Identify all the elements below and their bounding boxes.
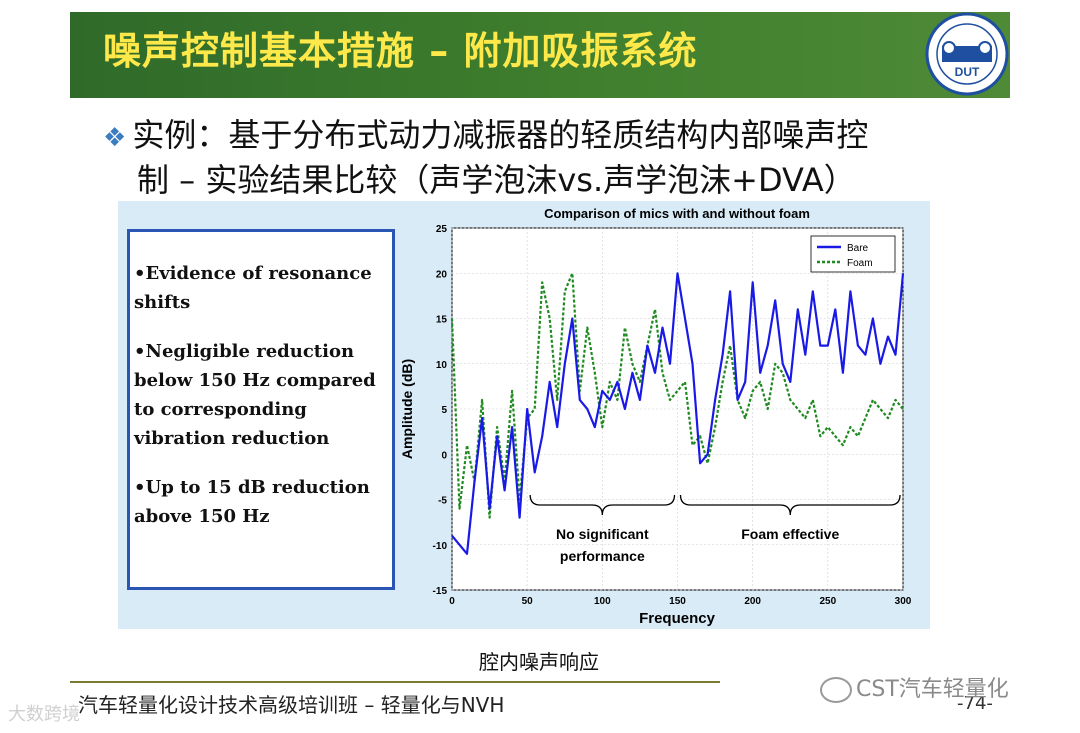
logo-text: DUT — [955, 65, 980, 79]
x-tick-label: 100 — [594, 596, 611, 607]
figure-caption: 腔内噪声响应 — [479, 650, 599, 674]
y-tick-label: -10 — [433, 541, 448, 552]
summary-box: •Evidence of resonance shifts •Negligibl… — [127, 229, 395, 590]
summary-item-3: •Up to 15 dB reduction above 150 Hz — [134, 477, 370, 527]
footer-divider — [70, 681, 720, 683]
x-tick-label: 50 — [522, 596, 534, 607]
legend: Bare Foam — [810, 235, 896, 273]
y-tick-label: 10 — [436, 360, 448, 371]
series-group — [450, 272, 905, 555]
watermark-left: 大数跨境 — [8, 704, 80, 725]
slide-title: 噪声控制基本措施 – 附加吸振系统 — [103, 29, 698, 73]
x-tick-label: 150 — [669, 596, 686, 607]
chart-svg: Comparison of mics with and without foam… — [399, 206, 912, 627]
page-number: -74- — [957, 693, 993, 714]
chart-title: Comparison of mics with and without foam — [544, 206, 810, 221]
annotation-label-1-b: performance — [560, 548, 645, 564]
series-line-bare — [451, 272, 905, 555]
brace-2 — [679, 494, 901, 515]
y-axis-label: Amplitude (dB) — [399, 359, 415, 459]
y-tick-label: 0 — [441, 450, 447, 461]
title-bar — [70, 12, 1010, 98]
summary-item-2: •Negligible reduction below 150 Hz compa… — [134, 341, 376, 449]
bullet-point: ❖ 实例：基于分布式动力减振器的轻质结构内部噪声控 制 – 实验结果比较（声学泡沫… — [103, 114, 1003, 201]
y-tick-label: -15 — [433, 586, 448, 597]
x-ticks: 0 50 100 150 200 250 300 — [449, 596, 912, 607]
y-tick-label: -5 — [438, 496, 447, 507]
dut-logo: DUT — [925, 12, 1009, 96]
legend-box — [810, 235, 896, 273]
x-tick-label: 200 — [744, 596, 761, 607]
x-tick-label: 300 — [895, 596, 912, 607]
annotation-label-2: Foam effective — [741, 526, 839, 542]
annotation-label-1: No significant — [556, 526, 649, 542]
y-tick-label: 20 — [436, 269, 448, 280]
annotations: No significant performance Foam effective — [529, 494, 901, 564]
legend-label-bare: Bare — [847, 243, 869, 254]
y-tick-label: 15 — [436, 315, 448, 326]
x-tick-label: 250 — [819, 596, 836, 607]
chart: Comparison of mics with and without foam… — [395, 201, 930, 629]
summary-item-1: •Evidence of resonance shifts — [134, 263, 372, 313]
diamond-bullet-icon: ❖ — [103, 123, 127, 153]
x-tick-label: 0 — [449, 596, 455, 607]
y-tick-label: 5 — [441, 405, 447, 416]
y-ticks: -15 -10 -5 0 5 10 15 20 25 — [433, 224, 448, 597]
grid — [451, 227, 904, 591]
watermark-right: CST汽车轻量化 — [820, 671, 1009, 703]
legend-label-foam: Foam — [847, 258, 873, 269]
footer-text: 汽车轻量化设计技术高级培训班 – 轻量化与NVH — [78, 693, 505, 717]
y-tick-label: 25 — [436, 224, 448, 235]
x-axis-label: Frequency — [639, 610, 716, 627]
brace-1 — [529, 494, 676, 515]
bullet-line-1: 实例：基于分布式动力减振器的轻质结构内部噪声控 — [132, 116, 869, 154]
bullet-line-2: 制 – 实验结果比较（声学泡沫vs.声学泡沫+DVA） — [137, 161, 856, 199]
wechat-icon — [820, 677, 852, 703]
